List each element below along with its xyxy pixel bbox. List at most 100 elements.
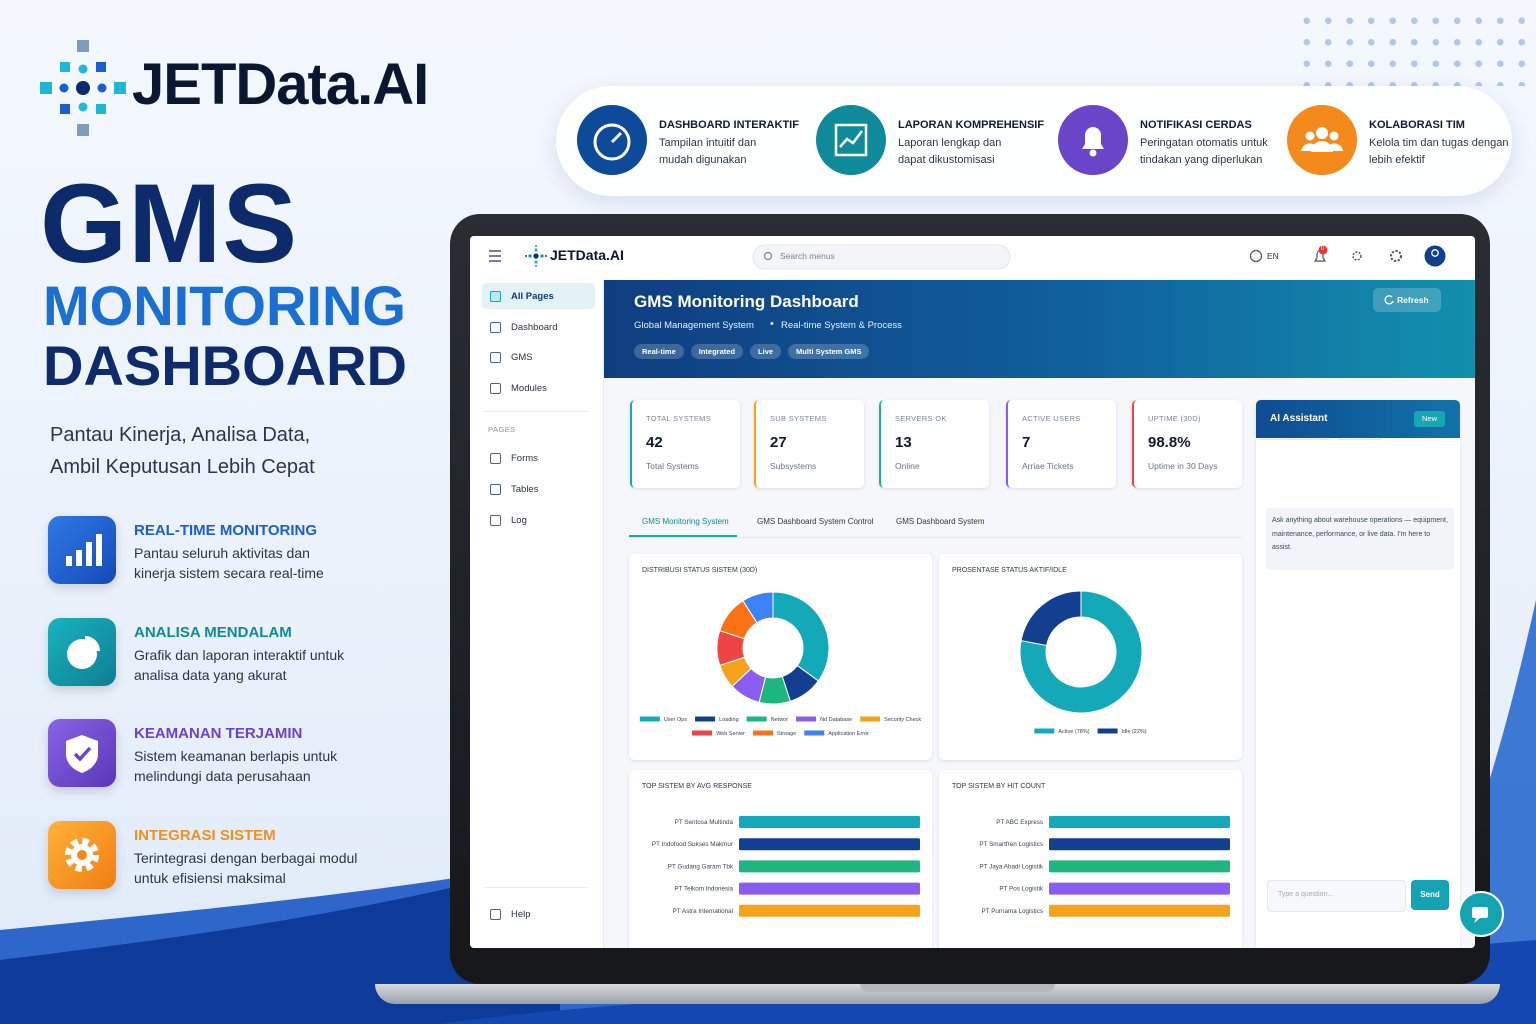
legend-swatch	[753, 730, 773, 736]
legend-swatch	[860, 716, 881, 722]
hero-line: DASHBOARD	[43, 334, 407, 397]
sidebar-item[interactable]: All Pages	[482, 283, 595, 309]
feature-icon	[48, 516, 116, 584]
legend-label: Idle (22%)	[1122, 729, 1147, 735]
dot-pattern	[1296, 10, 1536, 86]
donut-segment	[772, 591, 830, 682]
highlight-text: Kelola tim dan tugas dengan	[1369, 137, 1509, 149]
search-box[interactable]	[752, 244, 1011, 270]
stat-caption: Subsystems	[770, 461, 817, 471]
sidebar-label: GMS	[511, 352, 533, 363]
assistant-title: AI Assistant	[1270, 413, 1328, 424]
banner-subtitle: Real-time System & Process	[781, 320, 902, 331]
feature-text: Terintegrasi dengan berbagai modul	[134, 849, 358, 866]
sidebar-item[interactable]: Modules	[482, 375, 595, 401]
sidebar-item[interactable]: GMS	[482, 344, 595, 370]
legend-label: Application Error	[828, 731, 869, 737]
theme-icon[interactable]	[1352, 251, 1362, 261]
chart-card: DISTRIBUSI STATUS SISTEM (30D) User Ops Lo…	[629, 554, 932, 760]
send-button[interactable]: Send	[1411, 880, 1449, 910]
highlight-text: mudah digunakan	[659, 154, 747, 166]
ai-assistant-panel: AI Assistant New SummaryGuidanceHelp / D…	[1256, 400, 1460, 948]
language-selector[interactable]: EN	[1267, 251, 1279, 261]
legend-label: Security Check	[884, 717, 921, 723]
logo-icon	[40, 40, 126, 136]
bar	[1049, 904, 1230, 917]
bar-label: PT Telkom Indonesia	[674, 886, 733, 893]
stat-caption: Uptime in 30 Days	[1148, 461, 1218, 471]
highlight-glyph	[1082, 127, 1104, 157]
legend-label: Stroage	[777, 731, 796, 737]
stat-caption: Online	[895, 461, 920, 471]
sidebar-heading: PAGES	[488, 425, 516, 434]
refresh-label: Refresh	[1397, 295, 1429, 305]
sidebar-item[interactable]: Help	[482, 901, 595, 927]
feature-text: untuk efisiensi maksimal	[134, 869, 286, 886]
tab[interactable]: GMS Monitoring System	[642, 517, 729, 526]
new-badge: New	[1414, 411, 1446, 427]
sidebar-item[interactable]: Forms	[482, 445, 595, 471]
stat-card: UPTIME (30D) 98.8% Uptime in 30 Days	[1132, 400, 1242, 488]
stat-label: TOTAL SYSTEMS	[646, 414, 712, 423]
tagline: Ambil Keputusan Lebih Cepat	[50, 456, 315, 478]
settings-icon[interactable]	[1390, 250, 1402, 262]
tab[interactable]: GMS Dashboard System Control	[757, 517, 874, 526]
assistant-header: AI Assistant New	[1256, 400, 1460, 438]
legend-swatch	[692, 730, 713, 736]
menu-button[interactable]	[489, 250, 501, 262]
highlight-text: Laporan lengkap dan	[898, 137, 1002, 149]
bar	[1049, 860, 1230, 873]
banner-tag: Live	[750, 344, 782, 359]
chat-fab[interactable]	[1458, 891, 1504, 937]
stat-card: SUB SYSTEMS 27 Subsystems	[754, 400, 864, 488]
sidebar-icon	[490, 484, 501, 495]
wave	[0, 860, 560, 1024]
bar-label: PT Astra International	[673, 908, 733, 915]
stat-value: 7	[1022, 434, 1031, 451]
bar	[739, 816, 920, 828]
highlight-icon	[1287, 105, 1357, 175]
donut-segment	[1019, 590, 1143, 714]
question-input[interactable]: Type a question...	[1267, 880, 1406, 912]
tab[interactable]: GMS Dashboard System	[896, 517, 985, 526]
app-screen: JETData.AI Search menus EN 0 All Pages Da…	[470, 236, 1475, 948]
sidebar-item[interactable]: Dashboard	[482, 314, 595, 340]
sidebar: All Pages Dashboard GMS Modules PAGES Forms Ta…	[470, 280, 604, 948]
bar	[739, 882, 920, 895]
app-logo-icon	[525, 245, 547, 267]
banner: GMS Monitoring Dashboard Global Manageme…	[604, 280, 1475, 378]
bar-label: PT Indofood Sukses Makmur	[652, 841, 733, 848]
feature-glyph	[66, 735, 98, 773]
sidebar-icon	[490, 909, 501, 920]
highlight-icon	[816, 105, 886, 175]
stat-label: UPTIME (30D)	[1148, 414, 1201, 423]
refresh-button[interactable]: Refresh	[1373, 288, 1441, 312]
divider	[484, 887, 588, 888]
donut-segment	[1020, 590, 1082, 647]
feature-glyph	[67, 635, 100, 669]
globe-icon[interactable]	[1249, 249, 1263, 263]
highlight-title: KOLABORASI TIM	[1369, 119, 1465, 131]
legend-swatch	[639, 716, 660, 722]
bar	[739, 860, 920, 873]
header-icons	[489, 244, 1446, 270]
bar-label: PT Sentosa Multinda	[675, 819, 734, 826]
chart-title: PROSENTASE STATUS AKTIF/IDLE	[952, 567, 1067, 574]
notification-count: 0	[1321, 246, 1325, 252]
notification-badge	[1318, 245, 1328, 255]
bar	[1049, 882, 1230, 895]
bar	[1049, 816, 1230, 828]
sidebar-label: Tables	[511, 484, 539, 495]
bar-label: PT Smartfren Logistics	[979, 841, 1043, 848]
sidebar-item[interactable]: Tables	[482, 476, 595, 502]
sidebar-item[interactable]: Log	[482, 507, 595, 533]
sidebar-label: All Pages	[511, 291, 554, 302]
laptop-notch	[860, 984, 1055, 992]
feature-icon	[48, 719, 116, 787]
legend-label: Nd Database	[820, 717, 852, 723]
avatar-glyph	[1431, 249, 1439, 257]
feature-glyph	[65, 837, 99, 872]
highlight-text: Tampilan intuitif dan	[659, 137, 757, 149]
feature-title: KEAMANAN TERJAMIN	[134, 725, 303, 742]
highlight-icon	[577, 105, 647, 175]
